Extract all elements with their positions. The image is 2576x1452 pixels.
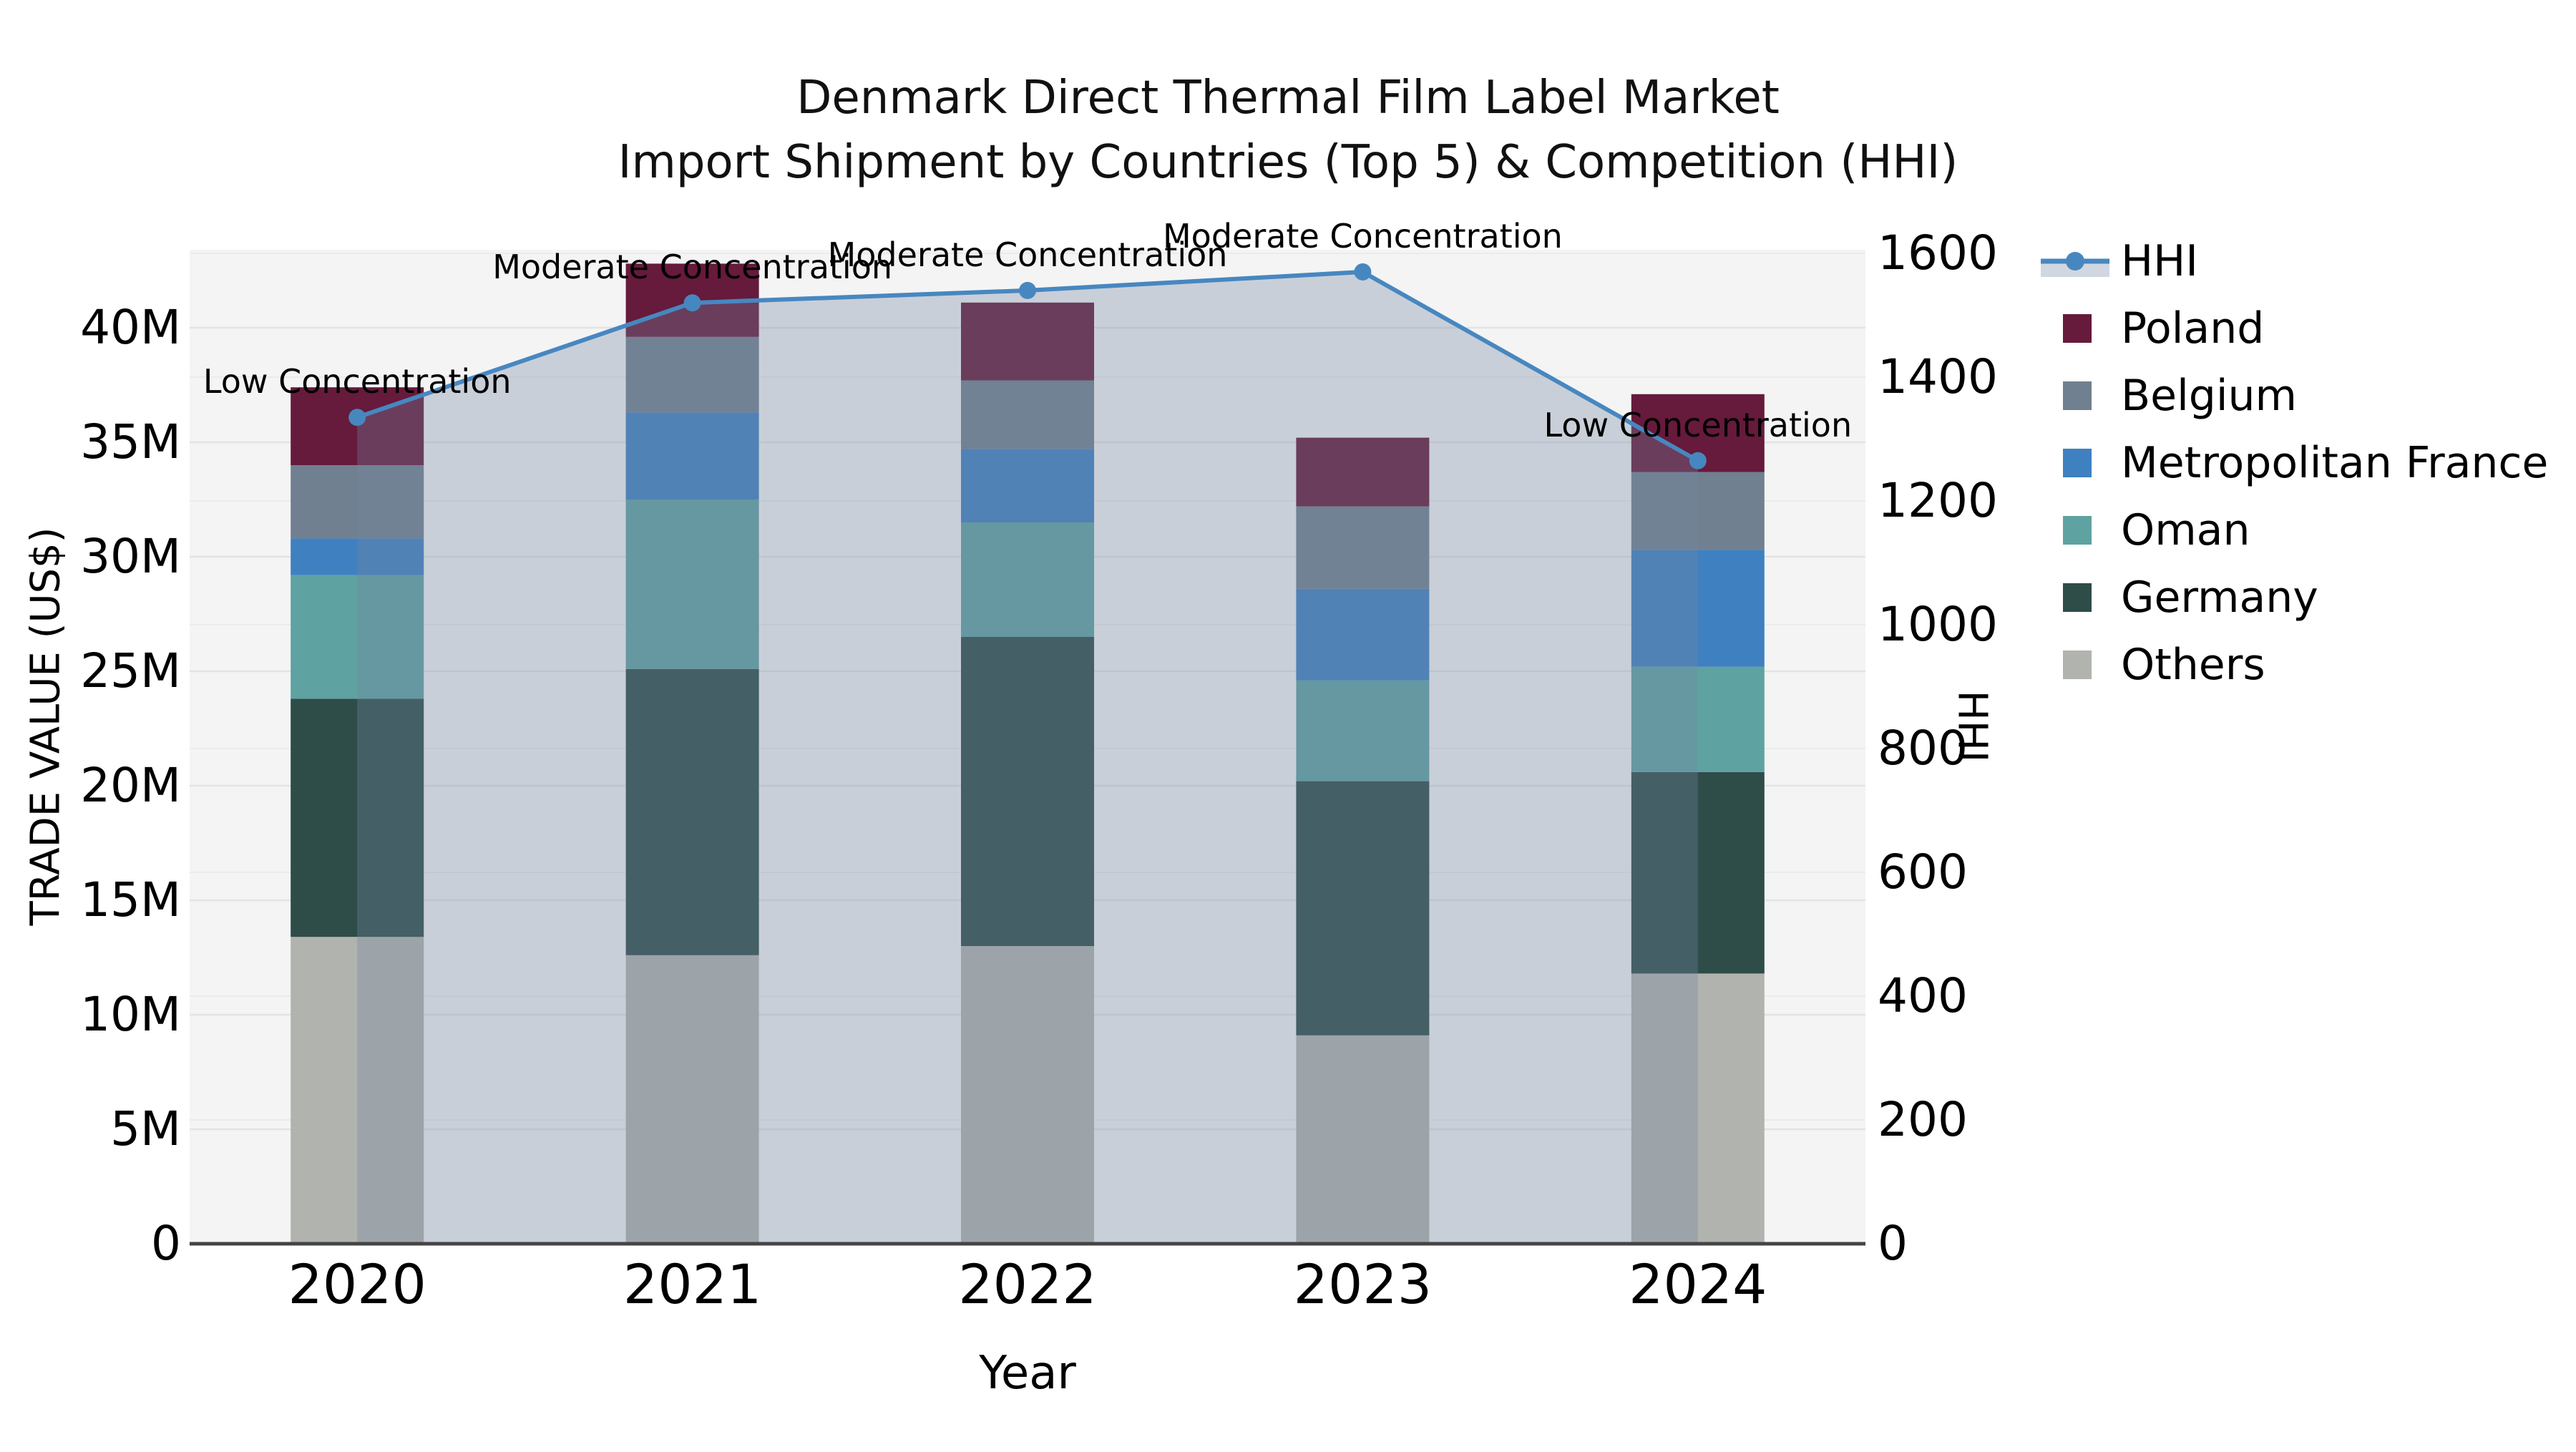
- annotation-2023: Moderate Concentration: [1162, 216, 1563, 255]
- legend-color-swatch-icon: [2039, 497, 2111, 564]
- bar-segment-belgium-2021: [625, 336, 759, 413]
- y-right-tick-1600: 1600: [1878, 225, 1998, 281]
- bar-segment-oman-2023: [1296, 680, 1430, 781]
- y-right-tick-400: 400: [1878, 968, 1968, 1023]
- bar-segment-poland-2023: [1296, 437, 1430, 507]
- bar-segment-others-2024: [1631, 973, 1765, 1244]
- y-left-tick-35M: 35M: [80, 414, 181, 469]
- legend-label: Others: [2121, 640, 2265, 690]
- legend-label: HHI: [2121, 236, 2198, 286]
- y-right-tick-600: 600: [1878, 844, 1968, 900]
- legend-item-oman: Oman: [2039, 497, 2548, 564]
- hhi-marker-swatch: [2066, 252, 2084, 271]
- y-right-tick-1400: 1400: [1878, 349, 1998, 404]
- bar-segment-belgium-2023: [1296, 506, 1430, 589]
- annotation-2020: Low Concentration: [203, 362, 512, 401]
- bar-segment-belgium-2024: [1631, 472, 1765, 550]
- y-left-tick-20M: 20M: [80, 758, 181, 813]
- bar-segment-germany-2023: [1296, 781, 1430, 1036]
- legend-item-belgium: Belgium: [2039, 362, 2548, 429]
- hhi-marker-2022: [1019, 281, 1036, 299]
- y-right-tick-1000: 1000: [1878, 597, 1998, 652]
- y-axis-left-title: TRADE VALUE (US$): [22, 527, 69, 926]
- hhi-marker-2024: [1689, 452, 1707, 469]
- hhi-swatch-canvas: [2041, 252, 2109, 277]
- x-tick-2020: 2020: [288, 1252, 426, 1316]
- y-left-tick-25M: 25M: [80, 643, 181, 698]
- hhi-area-fill: [357, 271, 1698, 1244]
- bar-segment-metropolitan-france-2020: [291, 538, 424, 575]
- annotation-2022: Moderate Concentration: [827, 235, 1228, 274]
- hhi-marker-2023: [1354, 263, 1372, 281]
- legend-color-swatch-icon: [2039, 564, 2111, 631]
- legend-color-swatch-icon: [2039, 631, 2111, 698]
- chart-title: Denmark Direct Thermal Film Label Market…: [618, 66, 1958, 195]
- y-right-tick-1200: 1200: [1878, 473, 1998, 528]
- chart-title-line1: Denmark Direct Thermal Film Label Market: [796, 72, 1780, 125]
- y-right-tick-800: 800: [1878, 721, 1968, 776]
- y-left-tick-10M: 10M: [80, 987, 181, 1042]
- y-left-tick-30M: 30M: [80, 529, 181, 584]
- bar-segment-germany-2021: [625, 668, 759, 955]
- bar-segment-oman-2021: [625, 500, 759, 669]
- bar-segment-others-2020: [291, 937, 424, 1244]
- bar-segment-others-2022: [961, 946, 1094, 1244]
- hhi-marker-2021: [683, 294, 701, 312]
- legend-label: Oman: [2121, 505, 2250, 555]
- x-tick-2024: 2024: [1629, 1252, 1767, 1316]
- x-tick-2022: 2022: [958, 1252, 1097, 1316]
- legend-item-germany: Germany: [2039, 564, 2548, 631]
- bar-segment-others-2021: [625, 955, 759, 1244]
- bar-segment-metropolitan-france-2023: [1296, 588, 1430, 681]
- legend-color-swatch-icon: [2039, 295, 2111, 362]
- y-left-tick-0: 0: [151, 1216, 181, 1271]
- bar-segment-oman-2020: [291, 575, 424, 699]
- legend-square-oman: [2063, 516, 2092, 545]
- legend-item-poland: Poland: [2039, 295, 2548, 362]
- legend: HHI Poland Belgium Metropolitan France Oman G…: [2039, 228, 2548, 698]
- annotation-2024: Low Concentration: [1543, 405, 1853, 444]
- bar-segment-others-2023: [1296, 1035, 1430, 1244]
- legend-square-belgium: [2063, 381, 2092, 410]
- bar-segment-germany-2020: [291, 698, 424, 937]
- legend-color-swatch-icon: [2039, 362, 2111, 429]
- legend-label: Poland: [2121, 303, 2265, 354]
- bar-segment-belgium-2022: [961, 380, 1094, 449]
- x-tick-2021: 2021: [623, 1252, 762, 1316]
- legend-label: Metropolitan France: [2121, 438, 2549, 488]
- y-right-tick-0: 0: [1878, 1216, 1908, 1271]
- legend-color-swatch-icon: [2039, 429, 2111, 497]
- legend-square-poland: [2063, 314, 2092, 343]
- bar-segment-germany-2024: [1631, 771, 1765, 974]
- legend-label: Belgium: [2121, 371, 2297, 421]
- legend-label: Germany: [2121, 572, 2318, 623]
- chart-title-line2: Import Shipment by Countries (Top 5) & C…: [618, 136, 1958, 189]
- x-axis-title: Year: [979, 1347, 1076, 1400]
- legend-item-others: Others: [2039, 631, 2548, 698]
- y-left-tick-40M: 40M: [80, 300, 181, 355]
- hhi-line-swatch-icon: [2039, 228, 2111, 295]
- bar-segment-metropolitan-france-2021: [625, 412, 759, 500]
- bar-segment-poland-2022: [961, 302, 1094, 381]
- legend-square-metropolitan-france: [2063, 449, 2092, 477]
- bar-segment-oman-2024: [1631, 666, 1765, 772]
- bar-segment-metropolitan-france-2024: [1631, 550, 1765, 667]
- hhi-marker-2020: [348, 409, 366, 427]
- legend-square-germany: [2063, 583, 2092, 612]
- y-right-tick-200: 200: [1878, 1092, 1968, 1147]
- legend-item-metropolitan-france: Metropolitan France: [2039, 429, 2548, 497]
- y-left-tick-5M: 5M: [110, 1101, 181, 1156]
- annotation-2021: Moderate Concentration: [492, 248, 892, 287]
- bar-segment-oman-2022: [961, 522, 1094, 637]
- legend-item-hhi: HHI: [2039, 228, 2548, 295]
- bar-segment-belgium-2020: [291, 465, 424, 539]
- bar-segment-germany-2022: [961, 637, 1094, 946]
- bar-segment-metropolitan-france-2022: [961, 449, 1094, 522]
- y-left-tick-15M: 15M: [80, 872, 181, 927]
- x-tick-2023: 2023: [1293, 1252, 1433, 1316]
- legend-square-others: [2063, 651, 2092, 679]
